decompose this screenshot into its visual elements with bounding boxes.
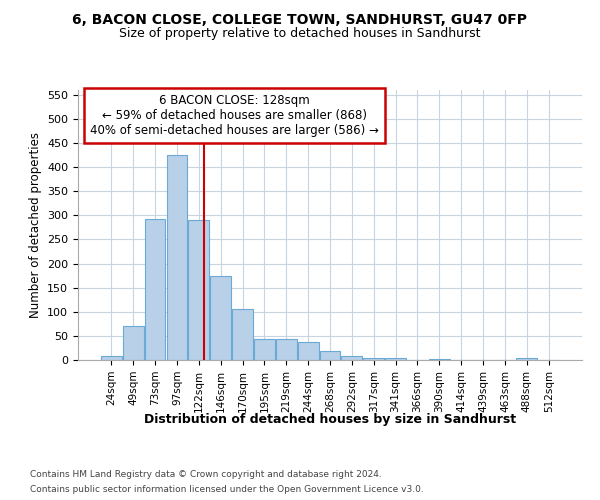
Bar bbox=[320, 352, 340, 360]
Bar bbox=[167, 155, 187, 360]
Bar bbox=[298, 342, 319, 360]
Bar bbox=[254, 339, 275, 360]
Bar bbox=[517, 358, 537, 360]
Bar bbox=[341, 356, 362, 360]
Text: Distribution of detached houses by size in Sandhurst: Distribution of detached houses by size … bbox=[144, 412, 516, 426]
Bar bbox=[232, 310, 253, 360]
Text: 6 BACON CLOSE: 128sqm
← 59% of detached houses are smaller (868)
40% of semi-det: 6 BACON CLOSE: 128sqm ← 59% of detached … bbox=[90, 94, 379, 137]
Bar bbox=[188, 220, 209, 360]
Text: 6, BACON CLOSE, COLLEGE TOWN, SANDHURST, GU47 0FP: 6, BACON CLOSE, COLLEGE TOWN, SANDHURST,… bbox=[73, 12, 527, 26]
Bar bbox=[364, 358, 384, 360]
Bar bbox=[145, 218, 166, 360]
Bar bbox=[123, 326, 143, 360]
Bar bbox=[385, 358, 406, 360]
Bar bbox=[101, 356, 122, 360]
Text: Contains public sector information licensed under the Open Government Licence v3: Contains public sector information licen… bbox=[30, 485, 424, 494]
Text: Size of property relative to detached houses in Sandhurst: Size of property relative to detached ho… bbox=[119, 28, 481, 40]
Bar bbox=[276, 340, 296, 360]
Text: Contains HM Land Registry data © Crown copyright and database right 2024.: Contains HM Land Registry data © Crown c… bbox=[30, 470, 382, 479]
Y-axis label: Number of detached properties: Number of detached properties bbox=[29, 132, 41, 318]
Bar bbox=[210, 276, 231, 360]
Bar bbox=[429, 358, 450, 360]
